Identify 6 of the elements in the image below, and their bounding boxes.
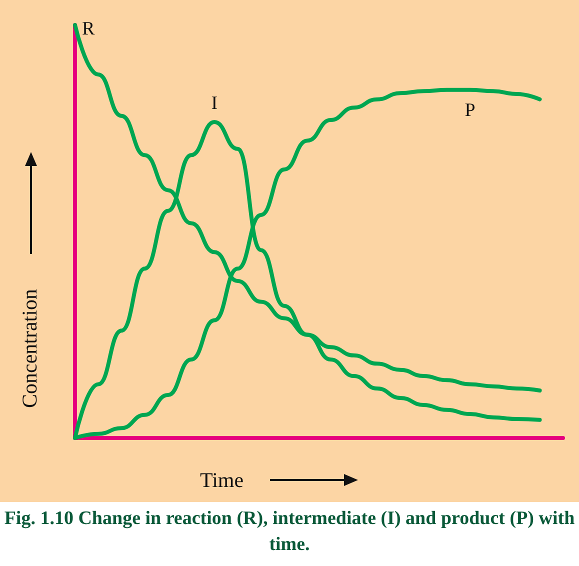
y-axis-title: Concentration [18,288,42,410]
series-label: P [464,100,476,121]
series-label: R [82,18,95,40]
x-axis-title: Time [200,468,244,493]
text: Fig. 1.10 Change in reaction (R), intermediate (I) and product (P) with time. [3,507,576,557]
series-label: I [211,93,218,114]
